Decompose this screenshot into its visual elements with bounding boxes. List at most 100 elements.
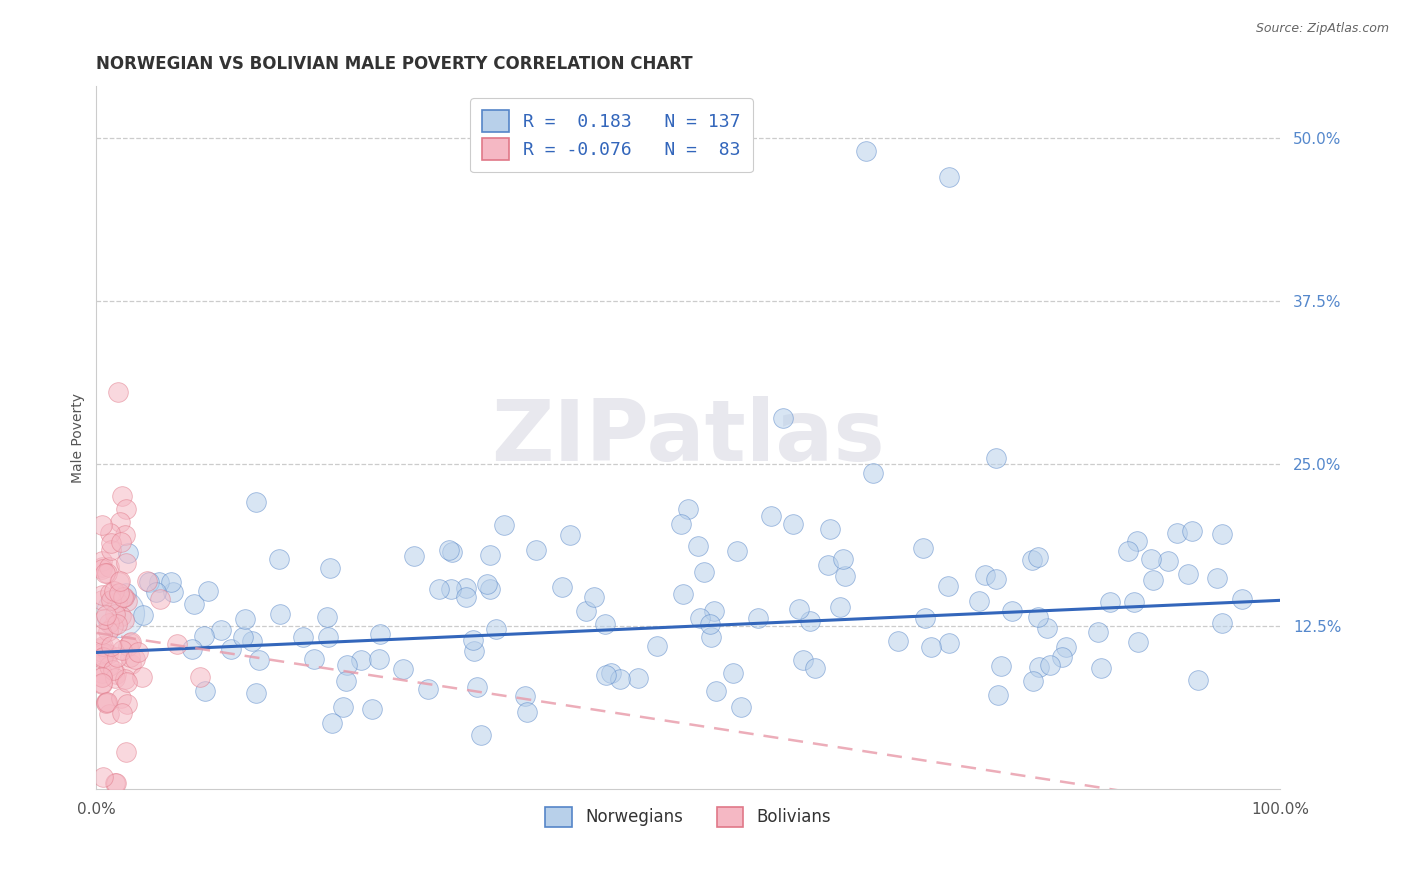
Point	[302, 651, 325, 665]
Point	[361, 702, 384, 716]
Point	[292, 631, 315, 645]
Point	[799, 614, 821, 628]
Point	[188, 670, 211, 684]
Point	[148, 575, 170, 590]
Point	[912, 541, 935, 556]
Point	[782, 516, 804, 531]
Point	[98, 585, 121, 599]
Point	[111, 489, 134, 503]
Point	[392, 662, 415, 676]
Point	[91, 627, 114, 641]
Point	[404, 549, 426, 563]
Point	[91, 670, 114, 684]
Point	[1021, 553, 1043, 567]
Point	[91, 670, 114, 684]
Point	[111, 643, 134, 657]
Point	[332, 699, 354, 714]
Point	[524, 543, 547, 558]
Point	[465, 681, 488, 695]
Point	[1211, 616, 1233, 631]
Point	[990, 658, 1012, 673]
Text: NORWEGIAN VS BOLIVIAN MALE POVERTY CORRELATION CHART: NORWEGIAN VS BOLIVIAN MALE POVERTY CORRE…	[97, 55, 693, 73]
Point	[986, 451, 1008, 466]
Point	[747, 611, 769, 625]
Point	[820, 522, 842, 536]
Point	[96, 697, 118, 711]
Point	[315, 610, 337, 624]
Point	[181, 642, 204, 657]
Point	[828, 600, 851, 615]
Point	[209, 624, 232, 638]
Point	[105, 595, 128, 609]
Point	[336, 657, 359, 672]
Point	[91, 559, 114, 574]
Point	[115, 586, 138, 600]
Point	[368, 627, 391, 641]
Point	[1206, 571, 1229, 585]
Point	[108, 607, 131, 621]
Point	[117, 674, 139, 689]
Point	[318, 631, 340, 645]
Point	[97, 624, 120, 638]
Point	[1001, 604, 1024, 618]
Point	[470, 728, 492, 742]
Point	[108, 586, 131, 600]
Point	[427, 582, 450, 596]
Point	[676, 502, 699, 516]
Point	[115, 557, 138, 571]
Point	[94, 608, 117, 623]
Point	[91, 645, 114, 659]
Point	[1180, 524, 1202, 538]
Text: ZIPatlas: ZIPatlas	[491, 396, 886, 479]
Point	[1087, 624, 1109, 639]
Point	[914, 611, 936, 625]
Point	[987, 688, 1010, 702]
Point	[120, 657, 142, 672]
Point	[160, 574, 183, 589]
Point	[1022, 673, 1045, 688]
Point	[595, 667, 617, 681]
Point	[855, 144, 877, 158]
Point	[730, 699, 752, 714]
Point	[1230, 592, 1253, 607]
Point	[1177, 566, 1199, 581]
Point	[97, 647, 120, 661]
Point	[1028, 660, 1050, 674]
Point	[789, 602, 811, 616]
Point	[440, 545, 463, 559]
Point	[689, 610, 711, 624]
Point	[112, 590, 135, 604]
Point	[110, 690, 132, 705]
Point	[492, 518, 515, 533]
Point	[97, 615, 120, 630]
Point	[135, 574, 157, 588]
Point	[704, 684, 727, 698]
Point	[1156, 554, 1178, 568]
Point	[477, 577, 499, 591]
Point	[100, 639, 122, 653]
Point	[267, 551, 290, 566]
Point	[110, 574, 132, 589]
Point	[792, 653, 814, 667]
Point	[693, 565, 716, 579]
Point	[91, 676, 114, 690]
Point	[91, 639, 114, 653]
Point	[321, 716, 343, 731]
Point	[1126, 534, 1149, 549]
Point	[97, 658, 120, 673]
Point	[967, 594, 990, 608]
Y-axis label: Male Poverty: Male Poverty	[72, 392, 86, 483]
Point	[245, 686, 267, 700]
Point	[105, 775, 128, 789]
Point	[103, 663, 125, 677]
Point	[454, 582, 477, 596]
Point	[111, 706, 134, 720]
Point	[335, 673, 357, 688]
Point	[94, 694, 117, 708]
Point	[672, 586, 695, 600]
Point	[1050, 649, 1073, 664]
Point	[558, 528, 581, 542]
Point	[101, 619, 124, 633]
Point	[973, 568, 995, 582]
Point	[104, 667, 127, 681]
